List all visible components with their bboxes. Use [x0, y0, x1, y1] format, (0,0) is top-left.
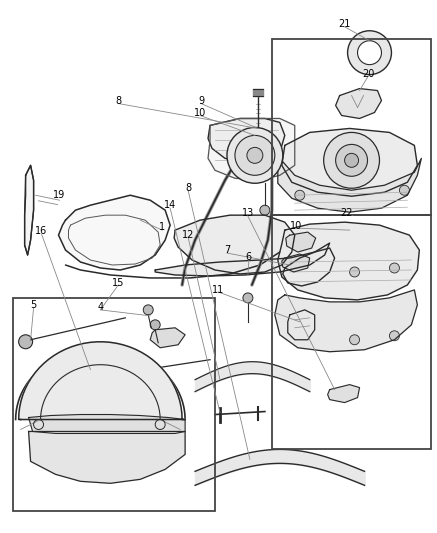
Text: 9: 9 — [198, 95, 204, 106]
Circle shape — [295, 190, 305, 200]
Text: 21: 21 — [338, 19, 351, 29]
Polygon shape — [19, 342, 185, 419]
Circle shape — [290, 273, 300, 283]
Bar — [272, 39, 431, 215]
Text: 12: 12 — [182, 230, 194, 240]
Circle shape — [69, 375, 83, 389]
Text: 13: 13 — [242, 208, 254, 218]
Circle shape — [260, 205, 270, 215]
Text: 16: 16 — [35, 226, 48, 236]
Bar — [253, 88, 263, 95]
Text: 20: 20 — [362, 69, 375, 78]
Circle shape — [336, 144, 368, 176]
Circle shape — [247, 148, 263, 163]
Circle shape — [389, 263, 399, 273]
Polygon shape — [150, 328, 185, 348]
Circle shape — [235, 135, 275, 175]
Circle shape — [303, 263, 313, 273]
Text: 1: 1 — [159, 222, 165, 232]
Polygon shape — [208, 118, 285, 163]
Text: 19: 19 — [53, 190, 66, 200]
Circle shape — [227, 127, 283, 183]
Circle shape — [389, 331, 399, 341]
Polygon shape — [59, 195, 170, 270]
Polygon shape — [278, 158, 421, 212]
Polygon shape — [174, 215, 295, 274]
Text: 4: 4 — [97, 302, 104, 312]
Polygon shape — [288, 310, 315, 340]
Circle shape — [357, 41, 382, 64]
Text: 6: 6 — [246, 252, 252, 262]
Text: 10: 10 — [194, 109, 206, 118]
Circle shape — [399, 185, 409, 195]
Circle shape — [347, 31, 392, 75]
Circle shape — [150, 320, 160, 330]
Circle shape — [350, 335, 360, 345]
Polygon shape — [283, 248, 335, 286]
Text: 8: 8 — [185, 183, 191, 193]
Polygon shape — [28, 415, 185, 433]
Polygon shape — [275, 290, 417, 352]
Polygon shape — [282, 254, 310, 272]
Polygon shape — [282, 128, 417, 196]
Bar — [13, 298, 215, 511]
Text: 15: 15 — [112, 278, 125, 288]
Text: 8: 8 — [115, 95, 121, 106]
Text: 10: 10 — [290, 221, 302, 231]
Text: 14: 14 — [164, 200, 176, 210]
Polygon shape — [278, 222, 420, 300]
Polygon shape — [336, 88, 382, 118]
Circle shape — [243, 293, 253, 303]
Polygon shape — [286, 232, 316, 252]
Circle shape — [350, 267, 360, 277]
Polygon shape — [328, 385, 360, 402]
Polygon shape — [208, 118, 295, 180]
Polygon shape — [24, 165, 34, 255]
Polygon shape — [155, 243, 329, 276]
Text: 5: 5 — [31, 300, 37, 310]
Circle shape — [324, 132, 379, 188]
Text: 7: 7 — [224, 245, 230, 255]
Circle shape — [143, 305, 153, 315]
Bar — [272, 215, 431, 449]
Polygon shape — [28, 432, 185, 483]
Text: 11: 11 — [212, 285, 224, 295]
Text: 22: 22 — [340, 208, 353, 218]
Circle shape — [19, 335, 33, 349]
Circle shape — [345, 154, 358, 167]
